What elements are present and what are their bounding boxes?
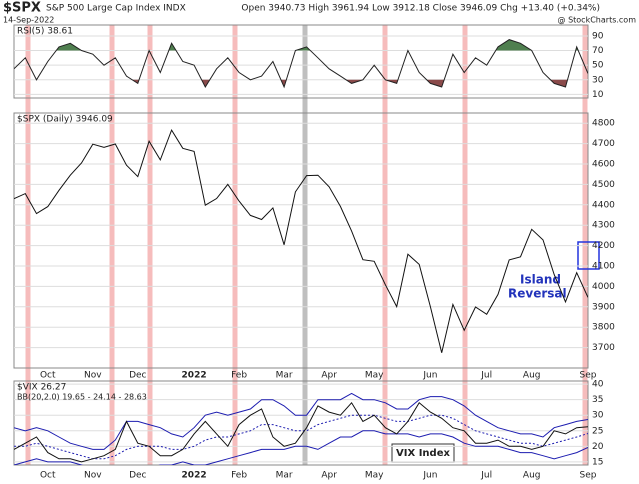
index-name: S&P 500 Large Cap Index INDX [46, 4, 186, 14]
annotation: Reversal [508, 287, 567, 301]
plot [14, 128, 588, 353]
panel-label: $VIX 26.27 [17, 383, 66, 393]
x-tick-label: Dec [129, 471, 146, 481]
x-tick-label: Dec [129, 371, 146, 381]
reversal-box [577, 241, 600, 270]
x-tick-label: Apr [321, 371, 337, 381]
annotation: Island [520, 273, 561, 287]
y-tick-label: 4000 [592, 282, 615, 292]
x-tick-label: Sep [580, 471, 597, 481]
y-tick-label: 25 [592, 426, 603, 436]
source: @ StockCharts.com [558, 16, 637, 25]
x-tick-label: Feb [231, 471, 247, 481]
series-line [14, 128, 588, 353]
x-tick-label: Jul [480, 471, 492, 481]
x-tick-label: Jul [480, 371, 492, 381]
quote: Open 3940.73 High 3961.94 Low 3912.18 Cl… [241, 4, 600, 14]
x-tick-label: Nov [84, 471, 102, 481]
y-tick-label: 4800 [592, 119, 615, 129]
y-tick-label: 15 [592, 457, 603, 467]
y-tick-label: 50 [592, 61, 604, 71]
x-tick-label: Sep [580, 371, 597, 381]
y-tick-label: 3700 [592, 343, 615, 353]
plot [14, 39, 588, 89]
x-tick-label: Mar [276, 371, 293, 381]
oversold-fill [36, 79, 568, 87]
x-tick-label: May [365, 471, 384, 481]
x-tick-label: 2022 [182, 471, 207, 481]
y-tick-label: 4700 [592, 139, 615, 149]
x-tick-label: Jun [422, 371, 437, 381]
band-middle [14, 414, 588, 460]
band-lower [14, 430, 588, 465]
y-tick-label: 4200 [592, 241, 615, 251]
series-line [14, 401, 588, 463]
panel-label: $SPX (Daily) 3946.09 [17, 115, 113, 125]
annotation: VIX Index [396, 448, 450, 459]
date: 14-Sep-2022 [3, 16, 54, 25]
y-tick-label: 40 [592, 380, 604, 390]
y-tick-label: 90 [592, 31, 604, 41]
rsi-panel [13, 24, 589, 99]
price-panel [13, 112, 589, 369]
x-tick-label: Oct [40, 471, 56, 481]
vix-panel [13, 380, 589, 466]
overbought-fill [56, 39, 579, 51]
panel-label: RSI(5) 38.61 [17, 27, 73, 37]
x-tick-label: Nov [84, 371, 102, 381]
x-tick-label: Mar [276, 471, 293, 481]
band-upper [14, 392, 588, 450]
y-tick-label: 30 [592, 75, 604, 85]
symbol: $SPX [3, 1, 41, 16]
x-tick-label: May [365, 371, 384, 381]
y-tick-label: 10 [592, 90, 604, 100]
plot [14, 392, 588, 465]
x-tick-label: Aug [523, 371, 541, 381]
y-tick-label: 35 [592, 395, 603, 405]
y-tick-label: 70 [592, 46, 604, 56]
y-tick-label: 30 [592, 411, 604, 421]
y-tick-label: 4300 [592, 221, 615, 231]
y-tick-label: 4600 [592, 160, 615, 170]
y-tick-label: 20 [592, 442, 604, 452]
y-tick-label: 4100 [592, 262, 615, 272]
x-tick-label: Jun [422, 471, 437, 481]
x-tick-label: 2022 [182, 371, 207, 381]
series-line [14, 39, 588, 89]
y-tick-label: 3900 [592, 302, 615, 312]
x-tick-label: Aug [523, 471, 541, 481]
x-tick-label: Feb [231, 371, 247, 381]
y-tick-label: 4400 [592, 200, 615, 210]
y-tick-label: 3800 [592, 323, 615, 333]
panel-label: BB(20,2.0) 19.65 - 24.14 - 28.63 [17, 393, 147, 402]
x-tick-label: Oct [40, 371, 56, 381]
y-tick-label: 4500 [592, 180, 615, 190]
x-tick-label: Apr [321, 471, 337, 481]
